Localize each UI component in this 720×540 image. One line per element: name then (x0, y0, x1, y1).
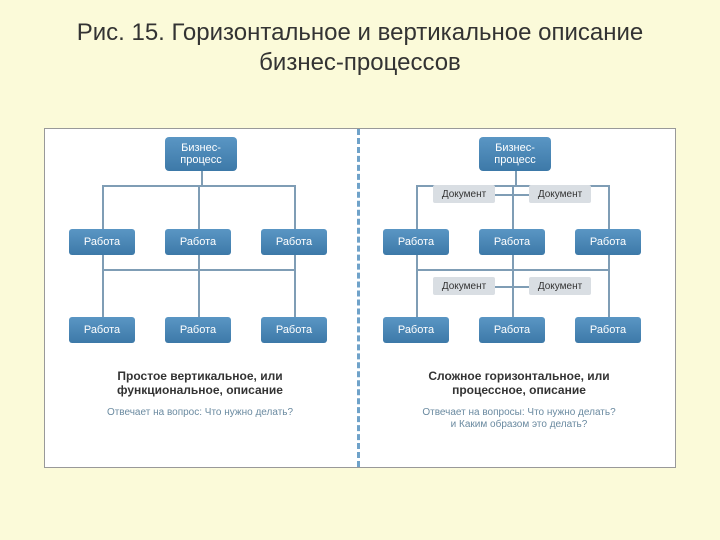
connector-line (512, 269, 514, 317)
connector-line (102, 269, 104, 317)
left-bot-work-0: Работа (69, 317, 135, 343)
connector-line (102, 255, 104, 269)
doc-upper-0: Документ (433, 185, 495, 203)
right-bot-work-0: Работа (383, 317, 449, 343)
connector-line (512, 185, 514, 229)
connector-line (608, 269, 610, 317)
left-business-process: Бизнес- процесс (165, 137, 237, 171)
page-title: Рис. 15. Горизонтальное и вертикальное о… (0, 0, 720, 88)
connector-line (198, 269, 200, 317)
connector-line (608, 255, 610, 269)
connector-line (198, 255, 200, 269)
diagram-area: Бизнес- процесс Работа Работа Работа Работа Р… (44, 128, 676, 468)
connector-line (416, 269, 418, 317)
left-bot-work-2: Работа (261, 317, 327, 343)
connector-line (198, 185, 200, 229)
left-mid-work-1: Работа (165, 229, 231, 255)
connector-line (294, 269, 296, 317)
connector-line (608, 185, 610, 229)
right-caption-main: Сложное горизонтальное, илипроцессное, о… (371, 369, 667, 398)
connector-line (416, 255, 418, 269)
doc-lower-0: Документ (433, 277, 495, 295)
right-mid-work-1: Работа (479, 229, 545, 255)
right-caption-sub: Отвечает на вопросы: Что нужно делать?и … (371, 407, 667, 431)
doc-upper-1: Документ (529, 185, 591, 203)
connector-line (294, 185, 296, 229)
right-mid-work-0: Работа (383, 229, 449, 255)
left-mid-work-2: Работа (261, 229, 327, 255)
right-mid-work-2: Работа (575, 229, 641, 255)
left-caption-sub: Отвечает на вопрос: Что нужно делать? (55, 407, 345, 419)
connector-line (201, 171, 203, 185)
connector-line (294, 255, 296, 269)
left-mid-work-0: Работа (69, 229, 135, 255)
slide: Рис. 15. Горизонтальное и вертикальное о… (0, 0, 720, 540)
connector-line (416, 185, 418, 229)
connector-line (515, 171, 517, 185)
right-bot-work-2: Работа (575, 317, 641, 343)
connector-line (102, 185, 104, 229)
connector-line (512, 255, 514, 269)
left-caption-main: Простое вертикальное, илифункциональное,… (55, 369, 345, 398)
right-bot-work-1: Работа (479, 317, 545, 343)
left-bot-work-1: Работа (165, 317, 231, 343)
doc-lower-1: Документ (529, 277, 591, 295)
right-business-process: Бизнес- процесс (479, 137, 551, 171)
center-divider (357, 129, 360, 467)
